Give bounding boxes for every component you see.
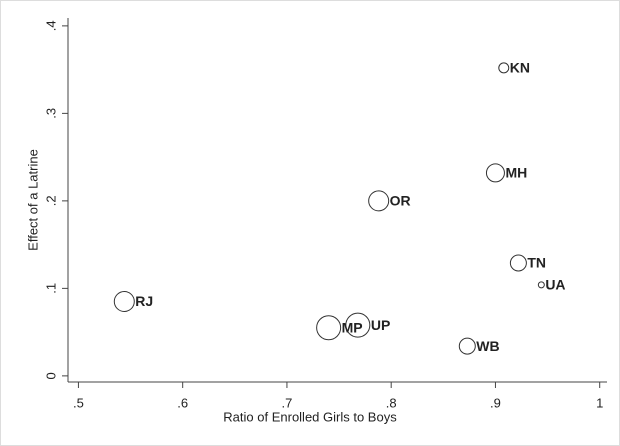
point-label: MP bbox=[342, 319, 363, 335]
point-label: OR bbox=[390, 193, 411, 209]
bubble bbox=[368, 190, 390, 212]
bubble bbox=[485, 163, 505, 183]
bubble bbox=[113, 291, 135, 312]
point-label: MH bbox=[505, 165, 527, 181]
point-label: TN bbox=[527, 255, 546, 271]
bubble bbox=[458, 337, 476, 355]
y-tick-label: .3 bbox=[43, 108, 58, 119]
point-label: UA bbox=[545, 277, 565, 293]
x-tick-label: 1 bbox=[596, 395, 603, 410]
x-tick-label: .5 bbox=[73, 395, 84, 410]
bubble bbox=[316, 315, 342, 341]
bubble bbox=[345, 312, 371, 338]
point-label: UP bbox=[371, 317, 390, 333]
bubble bbox=[498, 62, 510, 74]
y-tick-label: 0 bbox=[43, 372, 58, 379]
y-tick-label: .2 bbox=[43, 195, 58, 206]
x-tick-label: .8 bbox=[386, 395, 397, 410]
bubble bbox=[537, 281, 545, 289]
point-label: WB bbox=[476, 338, 499, 354]
x-axis-title: Ratio of Enrolled Girls to Boys bbox=[223, 409, 397, 424]
bubble bbox=[509, 254, 527, 272]
point-label: KN bbox=[510, 60, 530, 76]
point-label: RJ bbox=[135, 293, 153, 309]
x-tick-label: .7 bbox=[282, 395, 293, 410]
x-tick-label: .9 bbox=[490, 395, 501, 410]
y-tick-label: .1 bbox=[43, 283, 58, 294]
y-tick-label: .4 bbox=[43, 20, 58, 31]
x-tick-label: .6 bbox=[177, 395, 188, 410]
y-axis-title: Effect of a Latrine bbox=[25, 149, 40, 251]
